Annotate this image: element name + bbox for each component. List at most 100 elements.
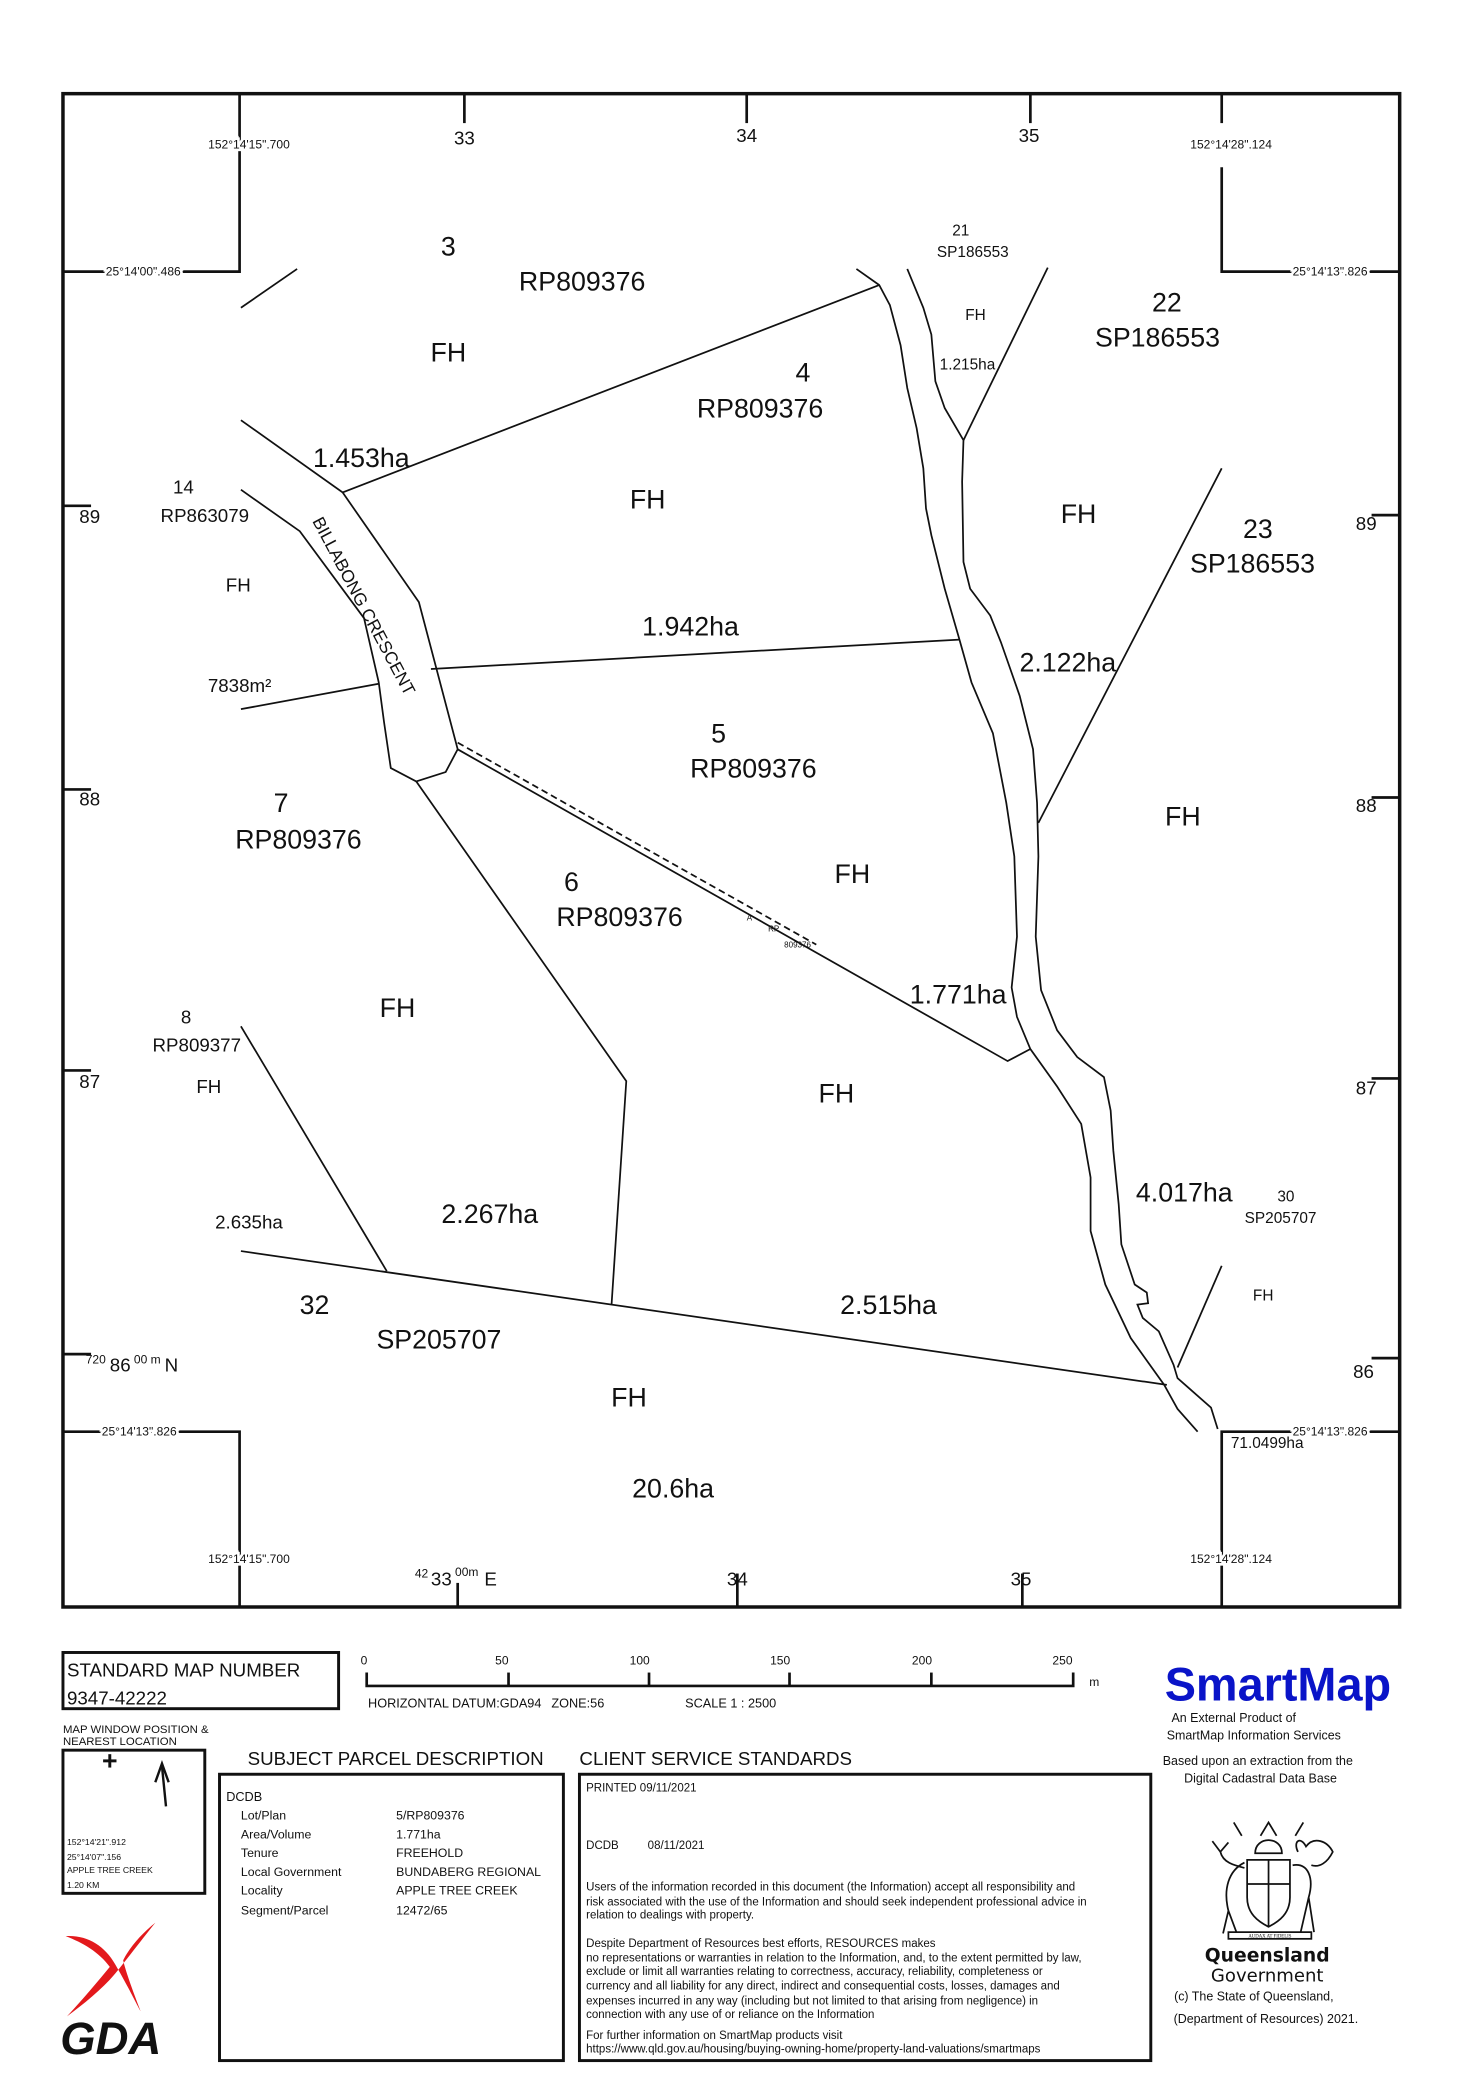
plan-number: RP809376	[556, 902, 682, 932]
area-label: 1.215ha	[940, 356, 996, 373]
locator-distance: 1.20 KM	[67, 1880, 99, 1890]
easement-label: A RP 809376	[747, 914, 812, 950]
tenure-label: FH	[196, 1076, 221, 1097]
row-label: Tenure	[241, 1846, 279, 1860]
parcel-lot8[interactable]: 8 RP809377 FH 2.635ha	[153, 1007, 284, 1233]
standard-map-title: STANDARD MAP NUMBER	[67, 1660, 300, 1681]
tenure-label: FH	[226, 574, 251, 595]
grid-easting-label: 34	[727, 1569, 748, 1590]
grid-easting-label: 33	[454, 128, 475, 149]
easement-plan-number: 809376	[784, 940, 811, 949]
parcel-lot32[interactable]: 32 SP205707 FH 20.6ha	[300, 1290, 715, 1503]
area-label: 2.122ha	[1019, 648, 1116, 678]
plan-number: RP809377	[153, 1035, 241, 1056]
lot-number: 6	[564, 867, 579, 897]
parcel-lot22[interactable]: 22 SP186553 FH 2.122ha	[1019, 288, 1219, 678]
lot-number: 3	[441, 232, 456, 262]
easting-prefix: 42	[415, 1567, 429, 1581]
row-label: Local Government	[241, 1865, 342, 1879]
northing-suffix: 00 m	[134, 1352, 161, 1366]
crest-motto: AUDAX AT FIDELIS	[1248, 1934, 1291, 1939]
info-line: For further information on SmartMap prod…	[586, 2030, 843, 2042]
row-label: Segment/Parcel	[241, 1904, 328, 1918]
disclaimer-line: relation to dealings with property.	[586, 1910, 754, 1922]
row-value: 1.771ha	[396, 1827, 441, 1841]
disclaimer-line: connection with any use of or reliance o…	[586, 2009, 874, 2021]
grid-easting-label: 34	[736, 125, 757, 146]
plan-number: SP186553	[1190, 549, 1315, 579]
area-label: 1.942ha	[642, 612, 739, 642]
northing-origin-label: 720 86 00 m N	[86, 1352, 178, 1375]
row-value: 5/RP809376	[396, 1809, 465, 1823]
section-title: CLIENT SERVICE STANDARDS	[579, 1748, 852, 1769]
scale-tick-label: 250	[1052, 1654, 1072, 1668]
plan-number: RP863079	[161, 505, 249, 526]
section-title: SUBJECT PARCEL DESCRIPTION	[248, 1748, 544, 1769]
parcel-lot3[interactable]: 3 RP809376 FH 1.453ha	[313, 232, 645, 473]
longitude-label: 152°14'15".700	[208, 1552, 290, 1566]
disclaimer-line: risk associated with the use of the Info…	[586, 1896, 1087, 1908]
scale-unit: m	[1089, 1675, 1099, 1689]
scale-tick-label: 100	[630, 1654, 650, 1668]
longitude-label: 152°14'15".700	[208, 138, 290, 152]
dcdb-label: DCDB	[586, 1840, 619, 1852]
tenure-label: FH	[430, 337, 466, 367]
tenure-label: FH	[1061, 499, 1097, 529]
cadastral-map: 33 34 35 89 88 87 89 88 87 86 720 86 00 …	[61, 91, 1402, 1609]
plan-number: RP809376	[690, 753, 816, 783]
disclaimer-line: exclude or limit all warranties relating…	[586, 1966, 1043, 1978]
printed-date: PRINTED 09/11/2021	[586, 1783, 696, 1795]
grid-northing-label: 87	[1356, 1078, 1377, 1099]
tenure-label: FH	[1165, 802, 1201, 832]
disclaimer-line: currency and all liability for any direc…	[586, 1981, 1060, 1993]
lot-number: 7	[274, 788, 289, 818]
area-label: 4.017ha	[1136, 1178, 1233, 1208]
parcel-lot23[interactable]: 23 SP186553 FH 4.017ha	[1136, 514, 1315, 1208]
parcel-lot4[interactable]: 4 RP809376 FH 1.942ha	[630, 357, 823, 641]
smartmap-url-link[interactable]: https://www.qld.gov.au/housing/buying-ow…	[586, 2044, 1041, 2056]
standard-map-number-box: STANDARD MAP NUMBER 9347-42222	[61, 1651, 341, 1711]
lot-number: 5	[711, 719, 726, 749]
tenure-label: FH	[611, 1382, 647, 1412]
grid-easting-label: 35	[1011, 1569, 1032, 1590]
north-arrow-icon	[154, 1759, 170, 1807]
queensland-wordmark: Queensland	[1205, 1946, 1330, 1967]
parcel-lot6[interactable]: 6 RP809376 FH 2.515ha	[556, 867, 937, 1320]
datum-label: HORIZONTAL DATUM:GDA94	[368, 1695, 541, 1710]
easement-plan-prefix: RP	[768, 924, 779, 933]
scale-tick-label: 50	[495, 1654, 509, 1668]
grid-northing-label: 89	[1356, 513, 1377, 534]
parcel-lot14[interactable]: 14 RP863079 FH 7838m²	[161, 477, 272, 696]
smartmap-line: SmartMap Information Services	[1167, 1728, 1341, 1742]
parcel-lot5-subject[interactable]: 5 RP809376 FH 1.771ha	[690, 719, 1006, 1010]
plan-number: RP809376	[519, 266, 645, 296]
lot-number: 30	[1277, 1189, 1294, 1206]
latitude-label: 25°14'00".486	[106, 265, 181, 279]
tenure-label: FH	[835, 859, 871, 889]
northing-value: 86	[110, 1354, 131, 1375]
parcel-row: Segment/Parcel 12472/65	[241, 1904, 448, 1918]
subject-parcel-description: SUBJECT PARCEL DESCRIPTION DCDB Lot/Plan…	[218, 1748, 565, 2063]
grid-easting-label: 35	[1019, 125, 1040, 146]
zone-label: ZONE:56	[551, 1695, 604, 1710]
plan-number: SP205707	[1245, 1210, 1317, 1227]
parcel-row: Locality APPLE TREE CREEK	[241, 1884, 518, 1898]
client-service-standards: CLIENT SERVICE STANDARDS PRINTED 09/11/2…	[577, 1748, 1153, 2063]
disclaimer-line: Despite Department of Resources best eff…	[586, 1938, 936, 1950]
locator-title: MAP WINDOW POSITION &	[63, 1724, 209, 1736]
government-wordmark: Government	[1211, 1966, 1324, 1987]
smartmap-line: An External Product of	[1172, 1711, 1297, 1725]
parcel-lot30[interactable]: 30 SP205707 FH 71.0499ha	[1231, 1189, 1317, 1452]
parcel-lot7[interactable]: 7 RP809376 FH 2.267ha	[235, 788, 538, 1229]
locator-map: MAP WINDOW POSITION & NEAREST LOCATION 1…	[61, 1724, 209, 1895]
parcel-row: Tenure FREEHOLD	[241, 1846, 463, 1860]
latitude-label: 25°14'13".826	[102, 1425, 177, 1439]
map-frame	[61, 91, 1402, 1609]
plan-number: SP186553	[1095, 323, 1220, 353]
smartmap-branding: SmartMap An External Product of SmartMap…	[1163, 1659, 1391, 1786]
scale-bar: 0 50 100 150 200 250 m HORIZONTAL DATUM:…	[361, 1654, 1100, 1711]
grid-northing-label: 87	[79, 1071, 100, 1092]
lot-number: 23	[1243, 514, 1273, 544]
scale-tick-label: 150	[770, 1654, 790, 1668]
parcel-lot21[interactable]: 21 SP186553 FH 1.215ha	[937, 222, 1009, 373]
